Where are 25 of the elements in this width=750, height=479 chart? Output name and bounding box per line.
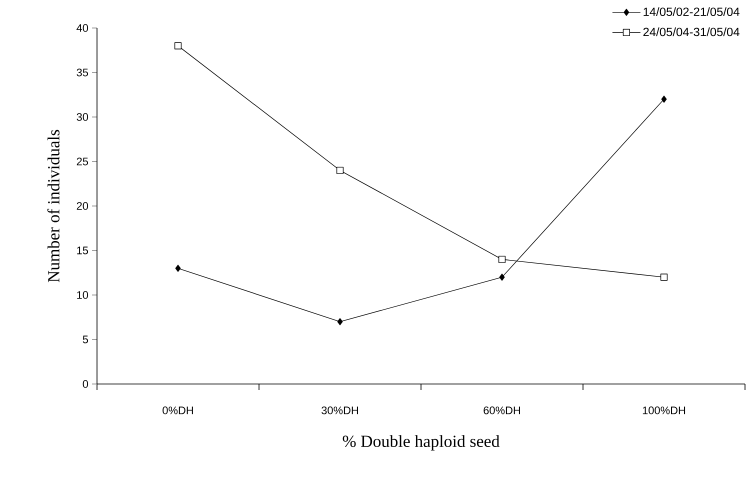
y-tick-label: 5 <box>82 336 88 344</box>
point <box>174 42 182 50</box>
legend-label: 24/05/04-31/05/04 <box>643 27 740 36</box>
point <box>498 256 506 263</box>
x-axis-title: % Double haploid seed <box>342 435 500 450</box>
y-tick-label: 0 <box>82 380 88 388</box>
point <box>660 274 668 281</box>
x-tick-label: 100%DH <box>642 406 686 414</box>
y-tick-label: 25 <box>76 158 88 166</box>
y-tick-label: 30 <box>76 113 88 121</box>
y-tick-label: 35 <box>76 68 88 76</box>
point <box>175 264 181 272</box>
point <box>661 96 667 103</box>
point <box>336 166 344 174</box>
y-tick-label: 40 <box>76 24 88 32</box>
legend-label: 14/05/02-21/05/04 <box>644 7 740 16</box>
y-tick-label: 10 <box>77 291 88 299</box>
point <box>337 318 343 326</box>
y-axis-title: Number of individuals <box>47 130 60 282</box>
y-tick-label: 20 <box>76 202 88 210</box>
x-tick-label: 30%DH <box>322 406 358 414</box>
x-tick-label: 0%DH <box>162 406 193 414</box>
x-tick-label: 60%DH <box>484 406 520 414</box>
point <box>499 274 505 281</box>
y-tick-label: 15 <box>77 246 88 254</box>
